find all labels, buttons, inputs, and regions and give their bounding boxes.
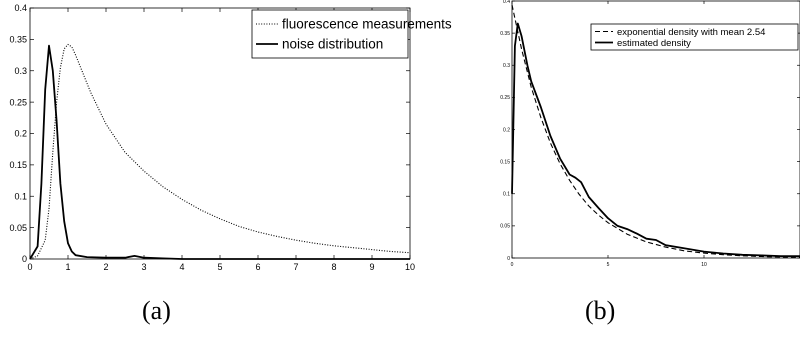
y-tick-label-b-6: 0.3: [503, 63, 510, 69]
series-line-b-0: [511, 4, 800, 258]
x-tick-label-a-3: 3: [141, 262, 146, 272]
y-tick-label-a-2: 0.1: [14, 191, 27, 201]
legend-label-a-0: fluorescence measurements: [282, 17, 452, 32]
chart-b: 0 5 10 0 0.05 0.1 0.15 0.2 0.25 0.3 0.35 0.4 exponen…: [500, 0, 800, 268]
y-tick-label-a-7: 0.35: [9, 35, 27, 45]
legend-label-b-0: exponential density with mean 2.54: [617, 27, 765, 38]
y-tick-label-b-0: 0: [507, 256, 510, 262]
legend-label-b-1: estimated density: [617, 38, 691, 49]
y-tick-label-b-4: 0.2: [503, 127, 510, 133]
x-tick-label-a-9: 9: [369, 262, 374, 272]
caption-b: (b): [585, 296, 616, 325]
series-line-b-1: [511, 22, 800, 258]
y-tick-label-b-5: 0.25: [500, 95, 510, 101]
x-tick-label-a-6: 6: [255, 262, 260, 272]
chart-a: 0 1 2 3 4 5 6 7 8 9 10 0 0.05 0.1 0.15 0.2 0.25 0.3 0.35 0.…: [9, 3, 451, 272]
legend-label-a-1: noise distribution: [282, 37, 383, 52]
x-tick-label-a-7: 7: [293, 262, 298, 272]
y-tick-label-a-0: 0: [22, 254, 27, 264]
x-tick-label-b-2: 10: [701, 262, 707, 268]
y-tick-label-b-1: 0.05: [500, 224, 510, 230]
x-tick-label-a-1: 1: [65, 262, 70, 272]
series-line-a-0: [29, 43, 411, 260]
y-tick-label-b-2: 0.1: [503, 192, 510, 198]
y-tick-label-a-3: 0.15: [9, 160, 27, 170]
y-tick-label-a-4: 0.2: [14, 129, 27, 139]
legend-box-a: [251, 9, 409, 59]
x-tick-label-a-5: 5: [217, 262, 222, 272]
y-tick-label-a-8: 0.4: [14, 3, 27, 13]
x-tick-label-a-10: 10: [405, 262, 415, 272]
x-tick-label-a-2: 2: [103, 262, 108, 272]
x-tick-label-b-1: 5: [607, 262, 610, 268]
caption-a: (a): [142, 296, 171, 325]
y-tick-label-a-6: 0.3: [14, 66, 27, 76]
x-tick-label-a-8: 8: [331, 262, 336, 272]
y-tick-label-b-3: 0.15: [500, 159, 510, 165]
y-tick-label-b-8: 0.4: [503, 0, 510, 5]
x-tick-label-a-0: 0: [27, 262, 32, 272]
legend-box-b: [590, 23, 799, 51]
x-tick-label-a-4: 4: [179, 262, 184, 272]
series-line-a-1: [29, 44, 410, 260]
y-tick-label-b-7: 0.35: [500, 31, 510, 37]
y-tick-label-a-1: 0.05: [9, 223, 27, 233]
y-tick-label-a-5: 0.25: [9, 97, 27, 107]
x-tick-label-b-0: 0: [511, 262, 514, 268]
